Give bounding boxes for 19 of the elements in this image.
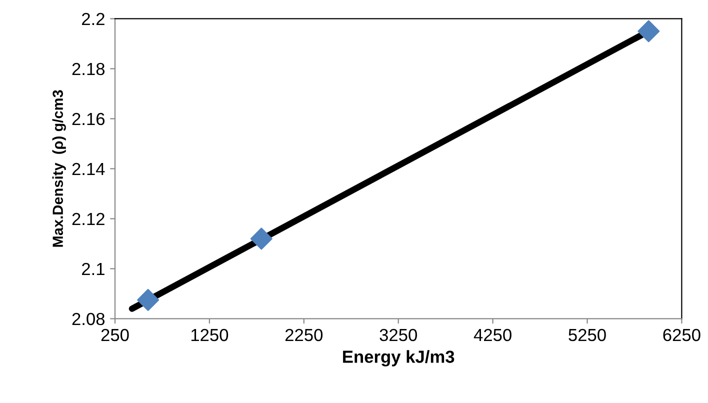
x-tick-label: 250 (101, 328, 129, 342)
point (638, 20, 660, 42)
x-tick-label: 4250 (474, 328, 512, 342)
x-tick-label: 3250 (380, 328, 417, 342)
y-tick-label: 2.18 (72, 62, 105, 76)
y-tick-label: 2.08 (72, 312, 105, 326)
x-tick-label: 6250 (663, 328, 700, 342)
y-axis-title: Max.Density (ρ) g/cm3 (52, 90, 66, 247)
y-tick-label: 2.1 (82, 262, 104, 275)
x-tick-label: 2250 (285, 328, 323, 342)
y-tick-label: 2.14 (72, 162, 105, 175)
x-tick-label: 1250 (191, 328, 228, 342)
x-axis-title: Energy kJ/m3 (343, 350, 454, 366)
point (137, 288, 160, 311)
y-tick-label: 2.2 (82, 12, 104, 25)
x-tick-label: 5250 (568, 328, 606, 342)
y-tick-label: 2.16 (72, 112, 105, 126)
point (250, 228, 272, 250)
y-tick-label: 2.12 (72, 212, 104, 225)
